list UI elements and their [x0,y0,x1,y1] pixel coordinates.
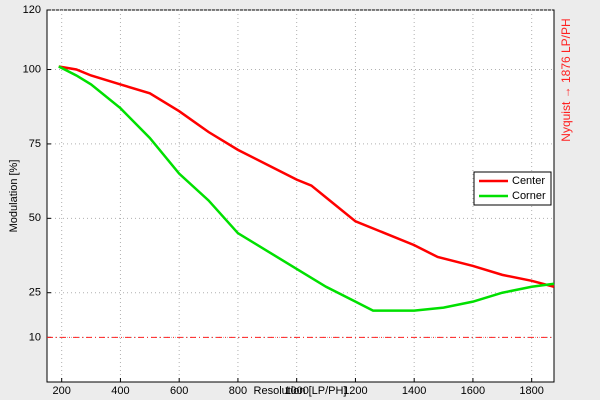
legend-box [473,171,552,206]
x-tick-label: 1800 [519,385,543,397]
x-tick-label: 1000 [284,385,308,397]
series-line [58,65,555,288]
x-tick-label: 200 [53,385,71,397]
x-axis-label: Resolution [LP/PH] [254,385,347,397]
x-tick-label: 800 [229,385,247,397]
series-line [58,65,555,312]
y-tick-label: 25 [29,287,41,299]
legend-label: Corner [512,190,546,202]
x-tick-label: 1400 [402,385,426,397]
x-tick-label: 1600 [461,385,485,397]
x-tick-label: 1200 [343,385,367,397]
nyquist-annotation: Nyquist → 1876 LP/PH [559,18,573,141]
y-tick-label: 50 [29,212,41,224]
y-tick-label: 100 [23,63,41,75]
plot-area [46,9,555,383]
y-tick-label: 10 [29,331,41,343]
legend-label: Center [512,175,545,187]
x-tick-label: 600 [170,385,188,397]
y-tick-label: 75 [29,138,41,150]
x-tick-label: 400 [111,385,129,397]
y-tick-label: 120 [23,4,41,16]
y-axis-label: Modulation [%] [8,160,20,233]
